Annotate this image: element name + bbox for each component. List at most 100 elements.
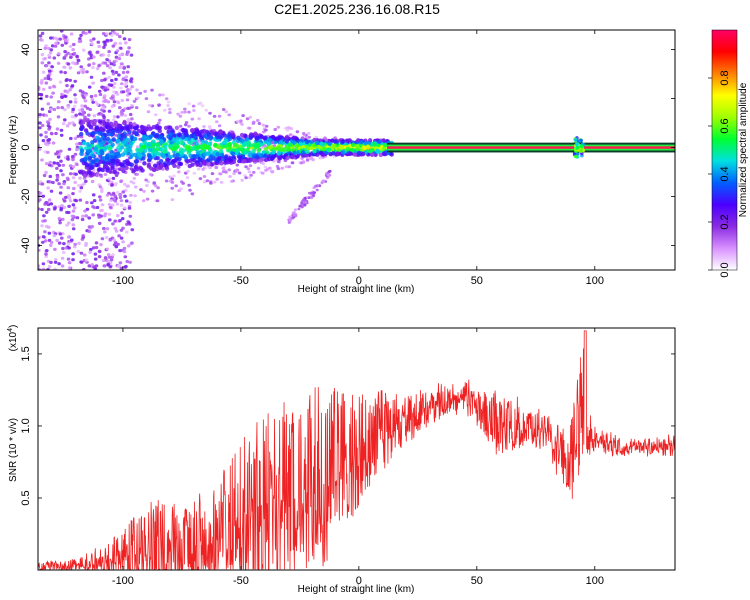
spectrogram-cell [263, 146, 269, 152]
spectrogram-cell [129, 193, 133, 197]
spectrogram-cell [181, 181, 185, 185]
spectrogram-cell [53, 44, 58, 48]
spectrogram-cell [116, 242, 120, 246]
y-tick-label: 1.0 [20, 418, 32, 433]
spectrogram-cell [46, 138, 50, 143]
spectrogram-cell [155, 142, 161, 147]
y-tick-label: -40 [20, 238, 32, 254]
spectrogram-cell [144, 178, 148, 182]
spectrogram-cell [124, 199, 129, 203]
spectrogram-cell [40, 224, 44, 228]
spectrogram-cell [291, 136, 296, 141]
spectrogram-cell [170, 177, 175, 181]
spectrogram-cell [93, 257, 98, 261]
spectrogram-cell [56, 106, 60, 110]
spectrogram-cell [125, 230, 129, 234]
spectrogram-cell [146, 110, 151, 114]
spectrogram-cell [247, 170, 252, 174]
spectrogram-cell [100, 85, 104, 89]
spectrogram-cell [107, 212, 112, 216]
spectrogram-cell [55, 175, 60, 179]
spectrogram-cell [46, 102, 51, 106]
spectrogram-cell [215, 158, 220, 164]
spectrogram-cell [49, 189, 54, 193]
spectrogram-cell [197, 117, 201, 121]
y-tick-label: 0 [20, 144, 32, 150]
spectrogram-cell [188, 140, 193, 146]
spectrogram-cell [183, 123, 188, 127]
spectrogram-cell [225, 160, 230, 165]
spectrogram-cell [106, 259, 110, 263]
spectrogram-cell [103, 212, 108, 216]
spectrogram-cell [322, 146, 327, 152]
spectrogram-cell [178, 114, 183, 118]
spectrogram-cell [352, 152, 358, 157]
spectrogram-cell [361, 151, 366, 157]
spectrogram-cell [77, 183, 81, 188]
spectrogram-cell [108, 205, 113, 209]
spectrogram-cell [85, 106, 90, 110]
spectrogram-cell [171, 159, 176, 164]
spectrogram-cell [247, 176, 252, 180]
spectrogram-cell [92, 55, 96, 59]
spectrogram-cell [576, 151, 580, 156]
spectrogram-cell [48, 160, 52, 164]
spectrogram-cell [63, 71, 67, 75]
spectrogram-cell [64, 89, 69, 93]
spectrogram-cell [134, 106, 139, 110]
spectrogram-cell [122, 250, 127, 254]
spectrogram-cell [151, 139, 156, 144]
spectrogram-cell [111, 137, 117, 142]
spectrogram-cell [92, 37, 96, 41]
spectrogram-cell [41, 87, 46, 91]
spectrogram-cell [83, 128, 89, 133]
spectrogram-cell [95, 50, 100, 54]
spectrogram-cell [150, 88, 154, 92]
spectrogram-cell [110, 33, 114, 37]
spectrogram-cell [72, 123, 77, 127]
spectrogram-cell [77, 241, 81, 245]
spectrogram-cell [82, 141, 87, 146]
spectrogram-cell [76, 71, 81, 75]
spectrogram-cell [381, 138, 386, 143]
spectrogram-cell [73, 245, 77, 249]
spectrogram-cell [90, 179, 95, 184]
spectrogram-cell [83, 156, 88, 161]
spectrogram-cell [67, 194, 71, 198]
x-tick-label: -50 [233, 275, 249, 287]
spectrogram-cell [164, 179, 169, 183]
spectrogram-cell [38, 264, 41, 268]
spectrogram-cell [261, 171, 265, 175]
spectrogram-cell [133, 159, 138, 164]
spectrogram-cell [104, 157, 110, 163]
spectrogram-cell [82, 182, 86, 186]
spectrogram-cell [53, 247, 57, 251]
spectrogram-cell [312, 149, 317, 154]
spectrogram-cell [80, 107, 85, 111]
spectrogram-cell [97, 89, 102, 93]
spectrogram-cell [220, 156, 225, 162]
spectrogram-cell [289, 127, 294, 131]
spectrogram-cell [290, 139, 296, 144]
spectrogram-cell [147, 147, 152, 153]
spectrogram-cell [89, 119, 95, 125]
spectrogram-cell [55, 127, 60, 131]
spectrogram-cell [50, 44, 55, 48]
snr-frame [37, 327, 676, 571]
spectrogram-cell [224, 110, 229, 114]
spectrogram-cell [126, 118, 131, 122]
spectrogram-cell [52, 161, 56, 165]
spectrogram-cell [298, 204, 302, 208]
spectrogram-cell [59, 149, 63, 153]
spectrogram-cell [261, 161, 265, 165]
spectrogram-cell [121, 90, 126, 94]
spectrogram-cell [122, 140, 127, 145]
spectrogram-cell [106, 53, 111, 58]
spectrogram-cell [110, 142, 115, 147]
x-tick-label: 0 [356, 275, 362, 287]
spectrogram-cell [59, 133, 64, 137]
spectrogram-cell [154, 113, 158, 117]
spectrogram-cell [132, 122, 137, 127]
spectrogram-cell [191, 104, 196, 108]
spectrogram-cell [83, 209, 87, 213]
